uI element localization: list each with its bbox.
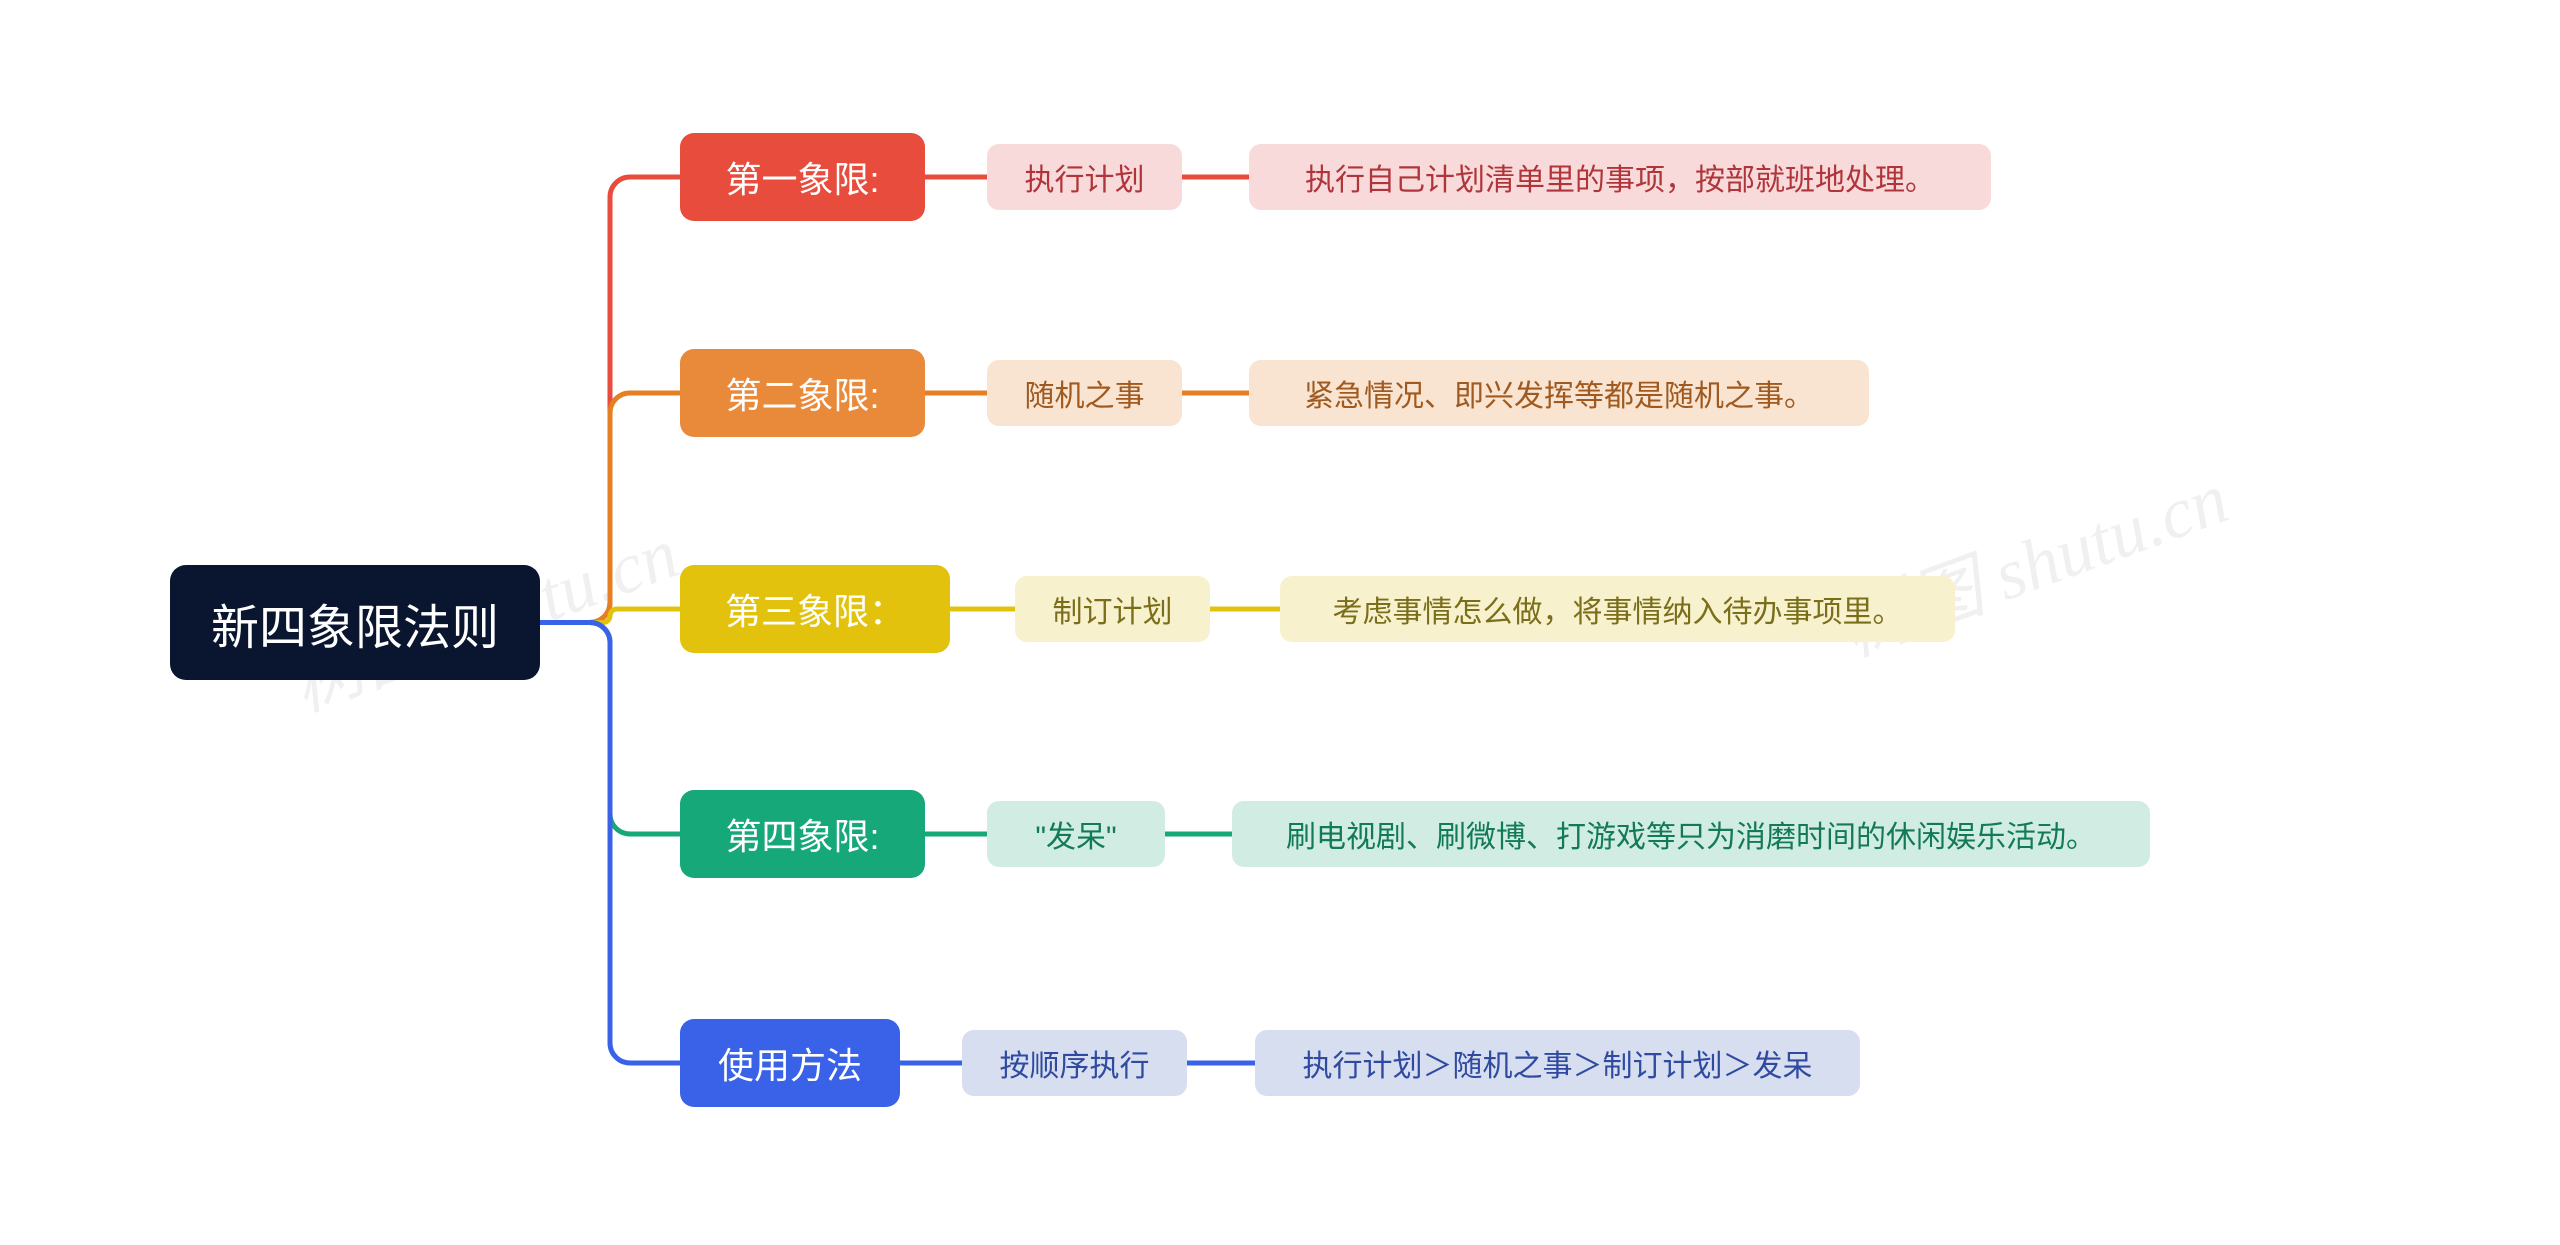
mindmap-canvas: 树图 shutu.cn树图 shutu.cn新四象限法则第一象限:执行计划执行自… <box>0 0 2560 1245</box>
root-node: 新四象限法则 <box>170 565 540 680</box>
branch-q3-level3: 考虑事情怎么做，将事情纳入待办事项里。 <box>1280 576 1955 642</box>
connector-path <box>540 623 680 1064</box>
connector-path <box>540 623 680 835</box>
branch-q4-level3: 刷电视剧、刷微博、打游戏等只为消磨时间的休闲娱乐活动。 <box>1232 801 2150 867</box>
branch-q4-level1: 第四象限: <box>680 790 925 878</box>
connector-path <box>540 609 680 623</box>
branch-method-level2: 按顺序执行 <box>962 1030 1187 1096</box>
branch-q1-level3: 执行自己计划清单里的事项，按部就班地处理。 <box>1249 144 1991 210</box>
branch-q3-level1: 第三象限： <box>680 565 950 653</box>
connector-path <box>540 393 680 623</box>
branch-q1-level1: 第一象限: <box>680 133 925 221</box>
branch-method-level3: 执行计划＞随机之事＞制订计划＞发呆 <box>1255 1030 1860 1096</box>
branch-method-level1: 使用方法 <box>680 1019 900 1107</box>
branch-q1-level2: 执行计划 <box>987 144 1182 210</box>
branch-q2-level3: 紧急情况、即兴发挥等都是随机之事。 <box>1249 360 1869 426</box>
branch-q2-level2: 随机之事 <box>987 360 1182 426</box>
branch-q3-level2: 制订计划 <box>1015 576 1210 642</box>
branch-q4-level2: "发呆" <box>987 801 1165 867</box>
connector-path <box>540 177 680 623</box>
branch-q2-level1: 第二象限: <box>680 349 925 437</box>
